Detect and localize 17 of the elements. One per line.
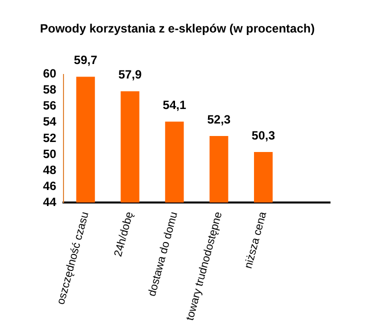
y-tick-label: 48 <box>42 162 57 177</box>
data-label: 52,3 <box>207 112 231 126</box>
y-tick-label: 50 <box>42 146 57 161</box>
x-tick-label: niższa cena <box>242 210 270 270</box>
y-tick-label: 44 <box>42 194 57 209</box>
y-tick-label: 52 <box>42 130 57 145</box>
y-tick-label: 54 <box>42 114 57 129</box>
y-tick-label: 58 <box>42 82 57 97</box>
data-label: 59,7 <box>74 53 98 68</box>
chart-title: Powody korzystania z e-sklepów (w procentach) <box>40 22 315 36</box>
data-label: 50,3 <box>252 128 276 142</box>
data-label: 54,1 <box>162 98 186 112</box>
data-label: 57,9 <box>118 68 142 82</box>
x-tick-label: dostawa do domu <box>146 210 180 298</box>
y-tick-label: 60 <box>42 66 57 81</box>
y-tick-label: 56 <box>42 98 57 113</box>
y-tick-label: 46 <box>42 178 57 193</box>
